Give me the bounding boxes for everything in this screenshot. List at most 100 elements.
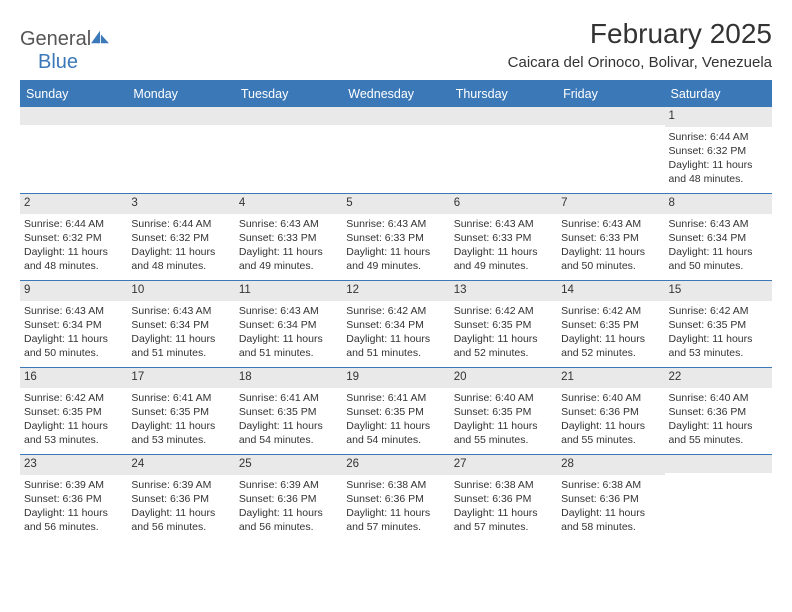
day-number: 14 <box>557 281 664 301</box>
day-number: 20 <box>450 368 557 388</box>
day-content: Sunrise: 6:40 AMSunset: 6:35 PMDaylight:… <box>450 388 557 452</box>
day-text-line: Daylight: 11 hours <box>561 419 660 433</box>
weekday-header-row: Sunday Monday Tuesday Wednesday Thursday… <box>20 82 772 106</box>
day-text-line: Sunset: 6:34 PM <box>346 318 445 332</box>
day-number: 28 <box>557 455 664 475</box>
day-text-line: Sunrise: 6:42 AM <box>454 304 553 318</box>
day-cell: 12Sunrise: 6:42 AMSunset: 6:34 PMDayligh… <box>342 281 449 367</box>
day-text-line: and 53 minutes. <box>131 433 230 447</box>
sail-icon <box>89 29 111 45</box>
day-number: 1 <box>665 107 772 127</box>
day-number: 19 <box>342 368 449 388</box>
day-text-line: Daylight: 11 hours <box>24 245 123 259</box>
day-text-line: Daylight: 11 hours <box>669 158 768 172</box>
brand-logo: General Blue <box>20 18 111 74</box>
day-content: Sunrise: 6:43 AMSunset: 6:34 PMDaylight:… <box>20 301 127 365</box>
day-text-line: Sunrise: 6:43 AM <box>131 304 230 318</box>
day-cell: 4Sunrise: 6:43 AMSunset: 6:33 PMDaylight… <box>235 194 342 280</box>
day-text-line: Sunrise: 6:40 AM <box>561 391 660 405</box>
day-text-line: Sunset: 6:35 PM <box>346 405 445 419</box>
day-text-line: Daylight: 11 hours <box>346 332 445 346</box>
day-text-line: Daylight: 11 hours <box>346 245 445 259</box>
day-cell <box>665 455 772 541</box>
day-text-line: Sunrise: 6:42 AM <box>669 304 768 318</box>
day-text-line: and 49 minutes. <box>346 259 445 273</box>
day-number: 6 <box>450 194 557 214</box>
day-number: 2 <box>20 194 127 214</box>
week-row: 23Sunrise: 6:39 AMSunset: 6:36 PMDayligh… <box>20 454 772 541</box>
day-number: 24 <box>127 455 234 475</box>
day-text-line: Daylight: 11 hours <box>669 332 768 346</box>
day-text-line: and 51 minutes. <box>346 346 445 360</box>
day-number <box>342 107 449 125</box>
day-cell <box>557 107 664 193</box>
day-text-line: and 56 minutes. <box>239 520 338 534</box>
day-number <box>665 455 772 473</box>
day-content: Sunrise: 6:43 AMSunset: 6:33 PMDaylight:… <box>557 214 664 278</box>
day-text-line: Sunrise: 6:43 AM <box>24 304 123 318</box>
day-cell: 9Sunrise: 6:43 AMSunset: 6:34 PMDaylight… <box>20 281 127 367</box>
day-cell: 26Sunrise: 6:38 AMSunset: 6:36 PMDayligh… <box>342 455 449 541</box>
day-content <box>20 125 127 132</box>
day-text-line: and 54 minutes. <box>346 433 445 447</box>
day-number: 9 <box>20 281 127 301</box>
day-content: Sunrise: 6:42 AMSunset: 6:34 PMDaylight:… <box>342 301 449 365</box>
day-text-line: Sunrise: 6:41 AM <box>131 391 230 405</box>
day-cell: 17Sunrise: 6:41 AMSunset: 6:35 PMDayligh… <box>127 368 234 454</box>
day-cell: 24Sunrise: 6:39 AMSunset: 6:36 PMDayligh… <box>127 455 234 541</box>
day-text-line: and 55 minutes. <box>561 433 660 447</box>
day-text-line: Sunset: 6:34 PM <box>131 318 230 332</box>
day-content: Sunrise: 6:39 AMSunset: 6:36 PMDaylight:… <box>20 475 127 539</box>
day-text-line: Sunrise: 6:43 AM <box>239 304 338 318</box>
day-number: 27 <box>450 455 557 475</box>
day-content <box>342 125 449 132</box>
day-content: Sunrise: 6:39 AMSunset: 6:36 PMDaylight:… <box>235 475 342 539</box>
day-number: 13 <box>450 281 557 301</box>
day-text-line: Daylight: 11 hours <box>454 419 553 433</box>
weekday-thursday: Thursday <box>450 82 557 106</box>
day-text-line: Daylight: 11 hours <box>669 419 768 433</box>
day-content <box>665 473 772 480</box>
day-text-line: Sunset: 6:34 PM <box>239 318 338 332</box>
day-text-line: Sunrise: 6:38 AM <box>454 478 553 492</box>
calendar-page: General Blue February 2025 Caicara del O… <box>0 0 792 551</box>
day-number: 17 <box>127 368 234 388</box>
day-text-line: Sunset: 6:35 PM <box>239 405 338 419</box>
day-text-line: and 49 minutes. <box>454 259 553 273</box>
week-row: 16Sunrise: 6:42 AMSunset: 6:35 PMDayligh… <box>20 367 772 454</box>
page-title: February 2025 <box>508 18 772 50</box>
day-text-line: Sunset: 6:33 PM <box>239 231 338 245</box>
day-text-line: Sunrise: 6:43 AM <box>454 217 553 231</box>
day-text-line: Daylight: 11 hours <box>131 332 230 346</box>
day-text-line: Sunrise: 6:39 AM <box>239 478 338 492</box>
day-text-line: Sunrise: 6:44 AM <box>24 217 123 231</box>
day-cell: 1Sunrise: 6:44 AMSunset: 6:32 PMDaylight… <box>665 107 772 193</box>
day-text-line: Sunset: 6:35 PM <box>131 405 230 419</box>
day-number: 21 <box>557 368 664 388</box>
day-content <box>557 125 664 132</box>
brand-text-blue: Blue <box>38 51 78 73</box>
day-number <box>235 107 342 125</box>
weekday-sunday: Sunday <box>20 82 127 106</box>
day-text-line: and 51 minutes. <box>239 346 338 360</box>
day-cell: 18Sunrise: 6:41 AMSunset: 6:35 PMDayligh… <box>235 368 342 454</box>
day-content: Sunrise: 6:43 AMSunset: 6:34 PMDaylight:… <box>235 301 342 365</box>
day-text-line: Sunrise: 6:41 AM <box>346 391 445 405</box>
day-cell: 23Sunrise: 6:39 AMSunset: 6:36 PMDayligh… <box>20 455 127 541</box>
day-text-line: Daylight: 11 hours <box>239 419 338 433</box>
day-content: Sunrise: 6:41 AMSunset: 6:35 PMDaylight:… <box>127 388 234 452</box>
day-text-line: Daylight: 11 hours <box>131 506 230 520</box>
day-text-line: Daylight: 11 hours <box>561 245 660 259</box>
day-text-line: Daylight: 11 hours <box>24 332 123 346</box>
day-text-line: Sunset: 6:33 PM <box>346 231 445 245</box>
day-content: Sunrise: 6:39 AMSunset: 6:36 PMDaylight:… <box>127 475 234 539</box>
day-text-line: and 54 minutes. <box>239 433 338 447</box>
day-text-line: and 53 minutes. <box>669 346 768 360</box>
day-text-line: Sunrise: 6:38 AM <box>561 478 660 492</box>
day-text-line: Sunset: 6:33 PM <box>454 231 553 245</box>
day-text-line: Daylight: 11 hours <box>239 245 338 259</box>
day-text-line: and 58 minutes. <box>561 520 660 534</box>
day-text-line: Sunset: 6:32 PM <box>24 231 123 245</box>
day-text-line: and 51 minutes. <box>131 346 230 360</box>
day-cell <box>342 107 449 193</box>
